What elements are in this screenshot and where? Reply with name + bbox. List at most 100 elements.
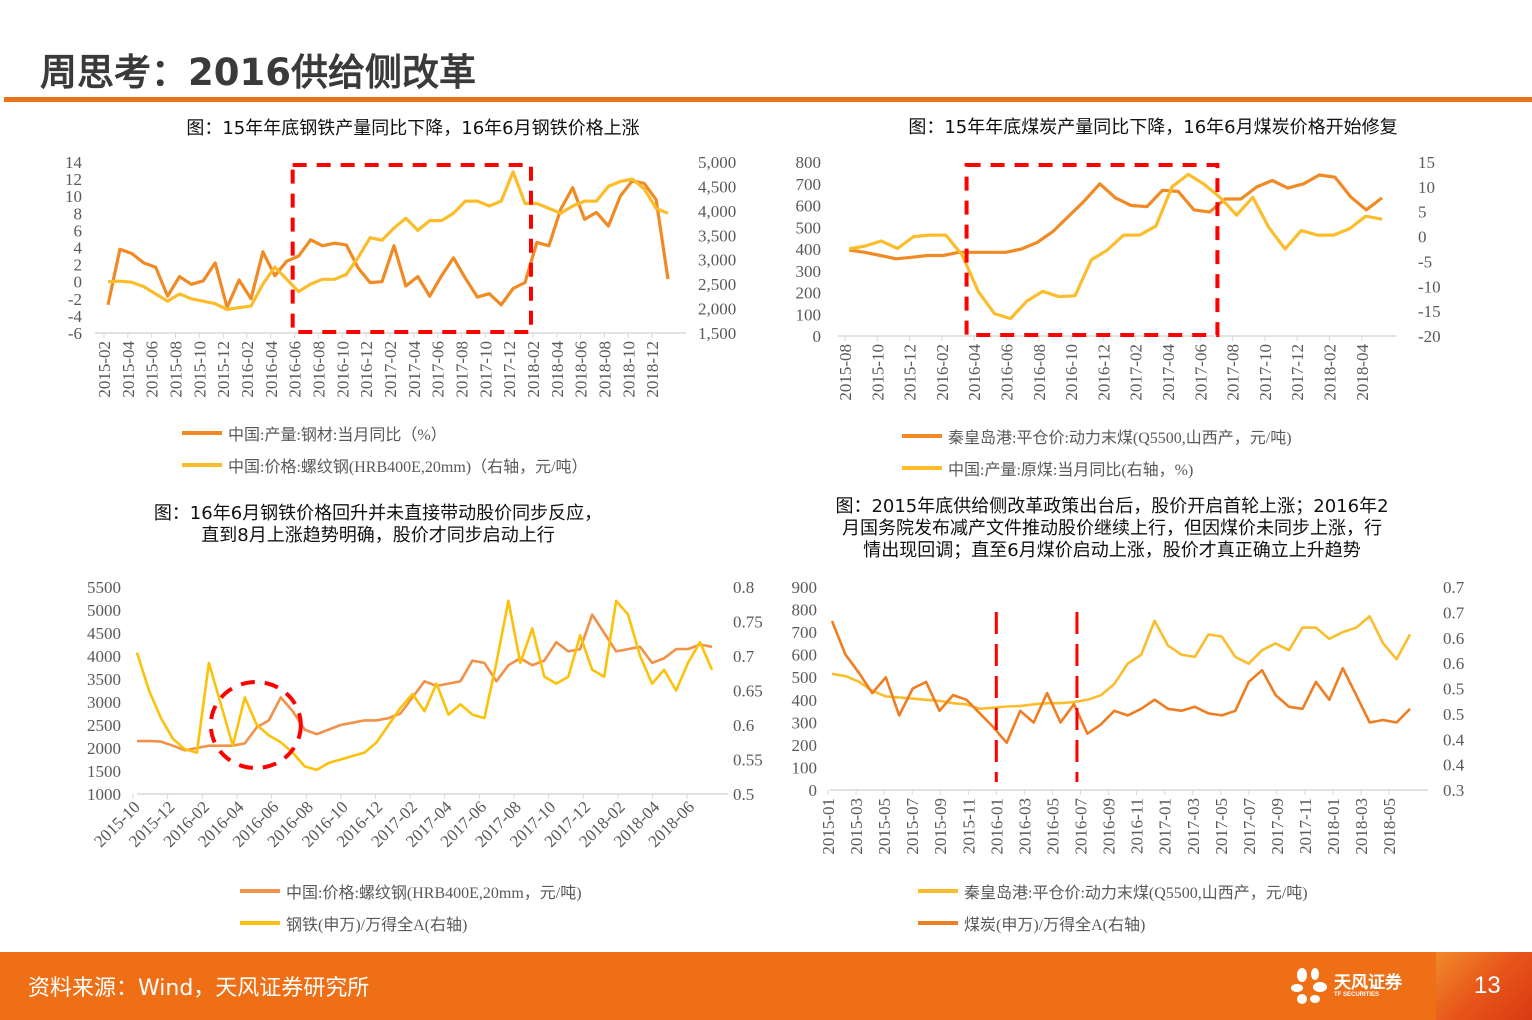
- x-tick-label: 2015-04: [119, 341, 138, 398]
- x-tick-label: 2018-08: [595, 341, 614, 398]
- y-right-tick-label: 0.6: [733, 716, 754, 735]
- y-right-tick-label: 10: [1418, 178, 1435, 197]
- x-tick-label: 2016-06: [286, 341, 305, 398]
- x-tick-label: 2017-12: [500, 341, 519, 398]
- x-tick-label: 2017-08: [1224, 344, 1243, 401]
- y-left-tick-label: 2500: [87, 716, 121, 735]
- y-left-tick-label: 3500: [87, 670, 121, 689]
- y-right-tick-label: 0.4: [1443, 730, 1465, 749]
- source-note: 资料来源：Wind，天风证券研究所: [28, 976, 370, 1001]
- series-line-1: [831, 614, 1412, 711]
- legend-swatch: [240, 921, 280, 925]
- highlight-box: [964, 163, 1220, 337]
- chart-4: 900 800 700 600 500 400 300 200 100 0 0.7 0.7 0.6 0.6…: [792, 578, 1465, 855]
- page-title: 周思考：2016供给侧改革: [40, 51, 476, 94]
- y-left-tick-label: 200: [792, 736, 818, 755]
- legend-swatch: [182, 431, 222, 435]
- y-right-tick-label: 1,500: [698, 324, 736, 343]
- y-left-tick-label: 14: [65, 153, 83, 172]
- chart-2: 800 700 600 500 400 300 200 100 0 15 10 5 0 -5 -10 -15 -…: [796, 153, 1441, 401]
- legend-swatch: [918, 921, 958, 925]
- legend-swatch: [918, 889, 958, 893]
- y-left-tick-label: 1500: [87, 762, 121, 781]
- x-tick-label: 2016-09: [1100, 798, 1119, 855]
- series-line-2: [135, 599, 714, 772]
- y-right-tick-label: 0.65: [733, 682, 763, 701]
- legend-item: 煤炭(申万)/万得全A(右轴): [918, 911, 1145, 935]
- y-right-tick-label: 0.55: [733, 751, 763, 770]
- x-tick-label: 2017-06: [1191, 344, 1210, 401]
- legend-label: 中国:价格:螺纹钢(HRB400E,20mm，元/吨): [286, 885, 582, 902]
- y-right-tick-label: 0.7: [1443, 578, 1465, 597]
- x-tick-label: 2015-07: [903, 798, 922, 855]
- x-tick-label: 2016-08: [1030, 344, 1049, 401]
- y-left-tick-label: -4: [68, 307, 83, 326]
- x-tick-label: 2017-10: [476, 341, 495, 398]
- x-tick-label: 2016-12: [1094, 344, 1113, 401]
- y-left-tick-label: 500: [792, 668, 818, 687]
- chart-3: 5500 5000 4500 4000 3500 3000 2500 2000 1500 1000…: [87, 578, 763, 851]
- x-tick-label: 2015-01: [819, 798, 838, 855]
- flower-logo-icon: [1291, 968, 1327, 1004]
- y-right-tick-label: 0.8: [733, 578, 754, 597]
- y-right-tick-label: 0.3: [1443, 781, 1464, 800]
- chart-title-line: 月国务院发布减产文件推动股价继续上行，但因煤价未同步上涨，行: [842, 518, 1382, 539]
- y-right-tick-label: 5: [1418, 203, 1427, 222]
- y-left-tick-label: 5000: [87, 601, 121, 620]
- y-left-tick-label: 400: [796, 240, 822, 259]
- legend-swatch: [902, 466, 942, 470]
- x-tick-label: 2016-05: [1043, 798, 1062, 855]
- x-tick-label: 2015-10: [868, 344, 887, 401]
- y-right-tick-label: 3,500: [698, 226, 736, 245]
- legend-swatch: [902, 434, 942, 438]
- x-tick-label: 2016-02: [933, 344, 952, 401]
- x-tick-label: 2018-06: [572, 341, 591, 398]
- chart-title-line: 图：16年6月钢铁价格回升并未直接带动股价同步反应，: [153, 503, 603, 524]
- y-left-tick-label: 600: [796, 197, 822, 216]
- y-left-tick-label: 0: [813, 327, 822, 346]
- legend-swatch: [182, 463, 222, 467]
- x-tick-label: 2016-10: [1062, 344, 1081, 401]
- y-left-tick-label: 400: [792, 691, 818, 710]
- y-left-tick-label: 1000: [87, 785, 121, 804]
- y-left-tick-label: 300: [792, 713, 818, 732]
- x-tick-label: 2017-02: [381, 341, 400, 398]
- legend-item: 钢铁(申万)/万得全A(右轴): [240, 911, 467, 935]
- page-number: 13: [1474, 972, 1501, 999]
- legend-label: 钢铁(申万)/万得全A(右轴): [286, 917, 468, 934]
- legend-item: 中国:价格:螺纹钢(HRB400E,20mm，元/吨): [240, 879, 582, 903]
- y-left-tick-label: 2000: [87, 739, 121, 758]
- highlight-circle: [208, 680, 303, 770]
- y-left-tick-label: -6: [68, 324, 82, 343]
- legend-item: 秦皇岛港:平仓价:动力末煤(Q5500,山西产，元/吨): [902, 424, 1292, 448]
- x-tick-label: 2017-12: [1288, 344, 1307, 401]
- x-tick-label: 2017-10: [1256, 344, 1275, 401]
- chart-title-line: 直到8月上涨趋势明确，股价才同步启动上行: [201, 525, 555, 546]
- legend-label: 秦皇岛港:平仓价:动力末煤(Q5500,山西产，元/吨): [964, 885, 1308, 902]
- x-tick-label: 2015-06: [143, 341, 162, 398]
- chart-title-line: 图：15年年底钢铁产量同比下降，16年6月钢铁价格上涨: [186, 118, 640, 139]
- footer-decoration: [1436, 952, 1532, 1020]
- y-left-tick-label: 100: [792, 758, 818, 777]
- y-left-tick-label: 800: [796, 153, 822, 172]
- x-tick-label: 2016-11: [1128, 798, 1147, 854]
- y-right-tick-label: 4,500: [698, 177, 736, 196]
- legend-swatch: [240, 889, 280, 893]
- y-right-tick-label: 0: [1418, 228, 1427, 247]
- x-tick-label: 2017-01: [1156, 798, 1175, 855]
- chart-title-line: 情出现回调；直至6月煤价启动上涨，股价才真正确立上升趋势: [863, 540, 1361, 561]
- y-right-tick-label: 0.5: [733, 785, 754, 804]
- x-tick-label: 2017-02: [1127, 344, 1146, 401]
- chart-3-title: 图：16年6月钢铁价格回升并未直接带动股价同步反应， 直到8月上涨趋势明确，股价…: [78, 503, 678, 547]
- x-tick-label: 2015-02: [95, 341, 114, 398]
- x-tick-label: 2016-03: [1015, 798, 1034, 855]
- legend-item: 秦皇岛港:平仓价:动力末煤(Q5500,山西产，元/吨): [918, 879, 1308, 903]
- x-tick-label: 2016-02: [238, 341, 257, 398]
- y-left-tick-label: 900: [792, 578, 818, 597]
- x-tick-label: 2018-02: [524, 341, 543, 398]
- legend-item: 中国:产量:原煤:当月同比(右轴，%): [902, 456, 1193, 480]
- y-right-tick-label: -20: [1418, 327, 1441, 346]
- y-left-tick-label: 6: [74, 221, 83, 240]
- y-left-tick-label: 700: [792, 623, 818, 642]
- x-tick-label: 2015-09: [931, 798, 950, 855]
